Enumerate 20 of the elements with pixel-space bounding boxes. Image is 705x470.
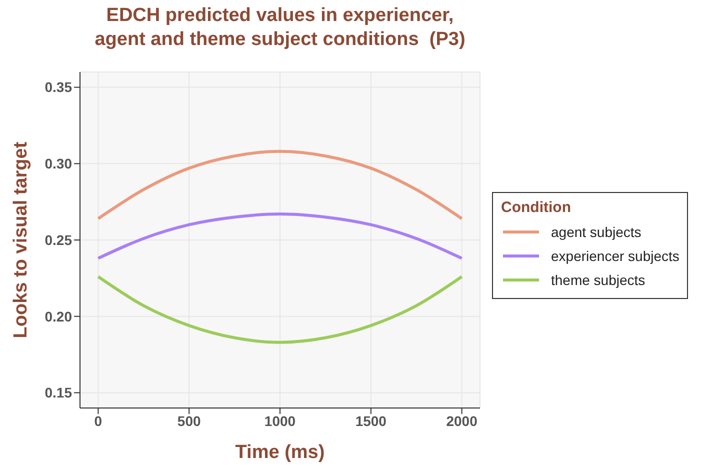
x-axis-title: Time (ms) — [235, 442, 325, 463]
x-tick-label: 500 — [177, 412, 201, 429]
x-tick-label: 0 — [94, 412, 102, 429]
y-tick-label: 0.15 — [44, 384, 72, 401]
legend-label: theme subjects — [551, 272, 646, 288]
legend-label: agent subjects — [551, 224, 642, 240]
x-tick-label: 1000 — [264, 412, 296, 429]
y-tick-label: 0.35 — [44, 79, 72, 96]
y-tick-label: 0.30 — [44, 156, 72, 172]
line-series — [96, 275, 464, 344]
x-tick-label: 2000 — [446, 412, 478, 429]
y-axis-title: Looks to visual target — [10, 141, 32, 338]
legend-label: experiencer subjects — [551, 248, 680, 264]
legend-title: Condition — [501, 199, 572, 216]
y-tick-label: 0.20 — [44, 308, 72, 324]
line-series — [96, 212, 464, 260]
x-tick-label: 1500 — [355, 412, 387, 429]
chart-title: EDCH predicted values in experiencer, agent and theme subject conditions (P3) — [94, 4, 466, 52]
line-series — [96, 150, 464, 220]
y-tick-label: 0.25 — [44, 232, 72, 248]
